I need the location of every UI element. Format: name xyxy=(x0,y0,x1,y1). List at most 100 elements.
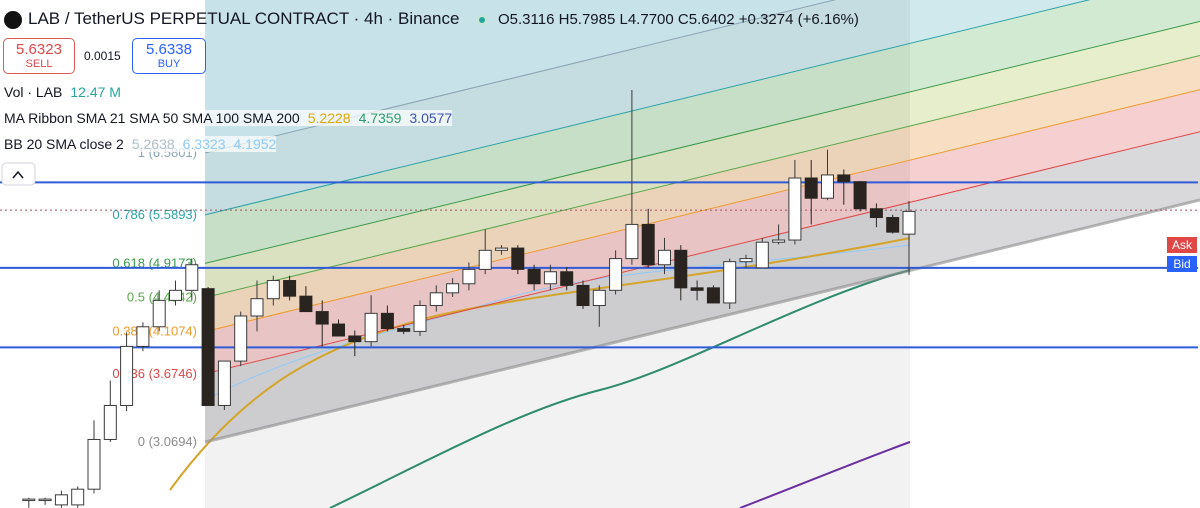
indicator-value: 4.7359 xyxy=(358,110,402,126)
candle-body xyxy=(397,328,411,332)
ask-tag: Ask xyxy=(1167,237,1197,253)
candle-body xyxy=(348,335,362,343)
sell-price: 5.6323 xyxy=(16,41,62,58)
candle-body xyxy=(315,311,329,325)
candle-body xyxy=(788,177,802,241)
indicator-value: 5.2228 xyxy=(307,110,351,126)
chevron-icon xyxy=(12,170,24,179)
candle-body xyxy=(462,268,476,285)
fib-line xyxy=(204,0,1091,216)
candle-body xyxy=(625,223,639,260)
candle-body xyxy=(283,280,297,297)
candle-body xyxy=(120,345,134,406)
candle-body xyxy=(152,299,166,328)
indicator-row: Vol · LAB 12.47 M xyxy=(4,84,121,100)
open: O5.3116 xyxy=(498,11,555,28)
bid-tag: Bid xyxy=(1167,256,1197,272)
change: +0.3274 (+6.16%) xyxy=(738,11,859,28)
status-dot xyxy=(479,17,485,23)
collapse-button[interactable] xyxy=(1,162,36,186)
sell-label: SELL xyxy=(25,58,53,70)
candle-body xyxy=(22,498,36,502)
fib-band xyxy=(205,131,1200,442)
buy-label: BUY xyxy=(157,58,181,70)
indicator-value: 4.1952 xyxy=(233,136,277,152)
buy-price: 5.6338 xyxy=(146,41,192,58)
fib-label: 0.786 (5.5893) xyxy=(112,207,197,222)
candle-body xyxy=(527,268,541,285)
candle-body xyxy=(103,404,117,440)
candle-body xyxy=(723,261,737,304)
indicator-value: 5.2638 xyxy=(131,136,175,152)
candle-body xyxy=(821,174,834,199)
logo xyxy=(4,11,22,29)
sma50 xyxy=(329,269,911,508)
fib-band xyxy=(205,0,1200,264)
candle-body xyxy=(299,295,313,313)
candle-body xyxy=(804,177,818,199)
candle-body xyxy=(772,239,786,243)
candle-body xyxy=(495,247,508,251)
spread: 0.0015 xyxy=(84,49,121,63)
candle-body xyxy=(511,247,525,270)
candle-body xyxy=(576,284,590,307)
candle-body xyxy=(641,223,655,266)
candle-body xyxy=(54,494,68,506)
fib-line xyxy=(204,89,1200,333)
ohlc: O5.3116 H5.7985 L4.7700 C5.6402 +0.3274 … xyxy=(498,11,859,28)
indicator-row: BB 20 SMA close 2 5.2638 6.3323 4.1952 xyxy=(4,136,277,152)
candle-body xyxy=(446,283,460,294)
indicator-value: 3.0577 xyxy=(409,110,453,126)
low: L4.7700 xyxy=(619,11,674,28)
indicator-name: BB 20 SMA close 2 xyxy=(4,136,124,152)
buy-button[interactable]: 5.6338 BUY xyxy=(132,38,206,74)
indicator-name: Vol · LAB xyxy=(4,84,63,100)
candle-body xyxy=(592,289,606,307)
candle-body xyxy=(739,258,753,263)
candle-body xyxy=(234,315,248,362)
fib-line xyxy=(204,198,1200,444)
candle-body xyxy=(869,208,883,219)
candle-body xyxy=(71,488,85,506)
candle-body xyxy=(674,249,688,289)
indicator-name: MA Ribbon SMA 21 SMA 50 SMA 100 SMA 200 xyxy=(4,110,300,126)
indicator-value: 12.47 M xyxy=(70,84,121,100)
candle-body xyxy=(755,241,769,269)
candle-body xyxy=(853,181,867,210)
candle-body xyxy=(217,360,231,406)
close: C5.6402 xyxy=(677,11,735,28)
candle-body xyxy=(658,249,671,266)
candle-body xyxy=(706,287,720,304)
candle-body xyxy=(543,271,557,285)
fib-band xyxy=(205,21,1200,298)
symbol-title: LAB / TetherUS PERPETUAL CONTRACT · 4h ·… xyxy=(28,9,460,28)
candle-body xyxy=(560,271,574,286)
candles xyxy=(22,90,916,508)
candle-body xyxy=(429,292,443,307)
fib-range xyxy=(205,0,910,508)
high: H5.7985 xyxy=(558,11,616,28)
indicator-row: MA Ribbon SMA 21 SMA 50 SMA 100 SMA 200 5… xyxy=(4,110,453,126)
candle-body xyxy=(87,438,101,490)
candle-body xyxy=(609,258,623,291)
candle-body xyxy=(185,264,199,291)
fib-line xyxy=(204,55,1200,298)
candle-body xyxy=(332,323,345,337)
candle-body xyxy=(837,174,851,183)
fib-line xyxy=(204,20,1200,264)
fib-band xyxy=(205,89,1200,374)
fib-label: 0.382 (4.1074) xyxy=(112,324,197,339)
candle-body xyxy=(380,312,394,330)
candle-body xyxy=(250,298,264,317)
candle-body xyxy=(266,280,280,300)
sell-button[interactable]: 5.6323 SELL xyxy=(3,38,75,74)
sma100 xyxy=(739,441,911,508)
candle-body xyxy=(902,210,916,235)
candle-body xyxy=(690,287,704,291)
candle-body xyxy=(38,498,52,502)
candle-body xyxy=(364,312,378,343)
fib-label: 0.236 (3.6746) xyxy=(112,366,197,381)
candle-body xyxy=(169,289,182,301)
